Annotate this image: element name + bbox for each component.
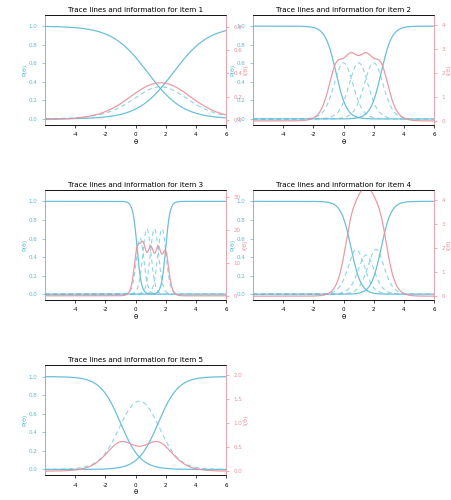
Y-axis label: I(θ): I(θ) xyxy=(446,64,451,75)
Y-axis label: P(θ): P(θ) xyxy=(23,239,28,251)
Y-axis label: I(θ): I(θ) xyxy=(446,240,451,250)
X-axis label: θ: θ xyxy=(133,138,138,144)
Y-axis label: P(θ): P(θ) xyxy=(23,414,28,426)
Y-axis label: I(θ): I(θ) xyxy=(243,415,248,426)
X-axis label: θ: θ xyxy=(341,314,345,320)
Title: Trace lines and information for item 4: Trace lines and information for item 4 xyxy=(276,182,410,188)
Y-axis label: I(θ): I(θ) xyxy=(243,64,248,75)
Title: Trace lines and information for item 5: Trace lines and information for item 5 xyxy=(68,357,202,363)
Title: Trace lines and information for item 2: Trace lines and information for item 2 xyxy=(276,6,410,12)
X-axis label: θ: θ xyxy=(341,138,345,144)
X-axis label: θ: θ xyxy=(133,314,138,320)
Y-axis label: P(θ): P(θ) xyxy=(230,64,235,76)
Y-axis label: P(θ): P(θ) xyxy=(23,64,28,76)
Title: Trace lines and information for item 1: Trace lines and information for item 1 xyxy=(68,6,202,12)
Y-axis label: P(θ): P(θ) xyxy=(230,239,235,251)
Y-axis label: I(θ): I(θ) xyxy=(241,240,247,250)
X-axis label: θ: θ xyxy=(133,489,138,495)
Title: Trace lines and information for item 3: Trace lines and information for item 3 xyxy=(68,182,202,188)
